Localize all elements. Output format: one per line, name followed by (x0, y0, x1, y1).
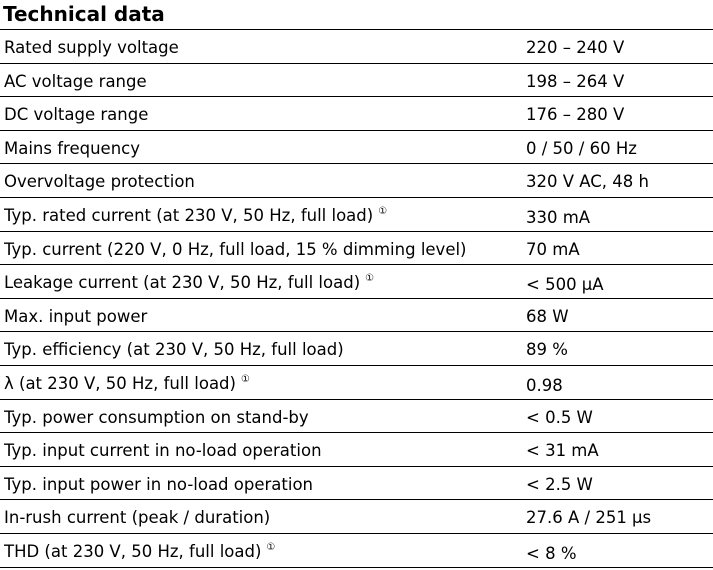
table-row: Typ. input power in no-load operation < … (0, 467, 713, 501)
table-row: In-rush current (peak / duration) 27.6 A… (0, 500, 713, 534)
value-cell: 0 / 50 / 60 Hz (526, 138, 637, 158)
table-row: λ (at 230 V, 50 Hz, full load) ① 0.98 (0, 366, 713, 400)
parameter-label: DC voltage range (4, 105, 149, 125)
parameter-cell: Typ. efficiency (at 230 V, 50 Hz, full l… (4, 332, 516, 365)
value-cell: 70 mA (526, 239, 580, 259)
value-cell: < 8 % (526, 543, 577, 563)
parameter-label: Mains frequency (4, 138, 140, 158)
parameter-label: Typ. input current in no-load operation (4, 441, 322, 461)
parameter-cell: Typ. power consumption on stand-by (4, 400, 516, 433)
parameter-label: Typ. power consumption on stand-by (4, 407, 309, 427)
value-cell: 320 V AC, 48 h (526, 172, 649, 192)
parameter-cell: Max. input power (4, 299, 516, 332)
value-cell: < 0.5 W (526, 407, 593, 427)
parameter-label: Overvoltage protection (4, 172, 195, 192)
table-row: Typ. rated current (at 230 V, 50 Hz, ful… (0, 198, 713, 232)
table-row: AC voltage range 198 – 264 V (0, 64, 713, 98)
value-cell: 176 – 280 V (526, 105, 625, 125)
parameter-label: λ (at 230 V, 50 Hz, full load) (4, 373, 236, 393)
parameter-cell: In-rush current (peak / duration) (4, 500, 516, 533)
footnote-marker: ① (378, 205, 388, 217)
value-cell: 0.98 (526, 375, 563, 395)
parameter-label: Typ. current (220 V, 0 Hz, full load, 15… (4, 239, 467, 259)
parameter-cell: Typ. rated current (at 230 V, 50 Hz, ful… (4, 198, 516, 231)
value-cell: 68 W (526, 306, 569, 326)
table-row: Max. input power 68 W (0, 299, 713, 333)
technical-data-table: Rated supply voltage 220 – 240 V AC volt… (0, 29, 713, 568)
parameter-label: Typ. input power in no-load operation (4, 474, 313, 494)
table-row: THD (at 230 V, 50 Hz, full load) ① < 8 % (0, 534, 713, 568)
parameter-label: Leakage current (at 230 V, 50 Hz, full l… (4, 273, 361, 293)
parameter-cell: Typ. current (220 V, 0 Hz, full load, 15… (4, 232, 516, 265)
table-row: Typ. efficiency (at 230 V, 50 Hz, full l… (0, 332, 713, 366)
parameter-label: THD (at 230 V, 50 Hz, full load) (4, 541, 262, 561)
value-cell: 89 % (526, 340, 568, 360)
value-cell: < 2.5 W (526, 474, 593, 494)
parameter-cell: Leakage current (at 230 V, 50 Hz, full l… (4, 265, 516, 298)
footnote-marker: ① (266, 541, 276, 553)
parameter-label: In-rush current (peak / duration) (4, 508, 271, 528)
value-cell: 220 – 240 V (526, 38, 625, 57)
parameter-label: AC voltage range (4, 71, 147, 91)
value-cell: 330 mA (526, 207, 591, 227)
value-cell: 198 – 264 V (526, 71, 625, 91)
parameter-cell: Overvoltage protection (4, 164, 516, 197)
parameter-cell: λ (at 230 V, 50 Hz, full load) ① (4, 366, 516, 399)
table-row: Leakage current (at 230 V, 50 Hz, full l… (0, 265, 713, 299)
parameter-label: Max. input power (4, 306, 148, 326)
parameter-cell: DC voltage range (4, 97, 516, 130)
parameter-cell: Typ. input current in no-load operation (4, 433, 516, 466)
parameter-cell: Rated supply voltage (4, 30, 516, 63)
table-row: Typ. power consumption on stand-by < 0.5… (0, 400, 713, 434)
value-cell: 27.6 A / 251 µs (526, 508, 652, 528)
parameter-cell: Mains frequency (4, 131, 516, 164)
table-row: Mains frequency 0 / 50 / 60 Hz (0, 131, 713, 165)
parameter-label: Typ. rated current (at 230 V, 50 Hz, ful… (4, 205, 374, 225)
table-row: Typ. current (220 V, 0 Hz, full load, 15… (0, 232, 713, 266)
parameter-cell: THD (at 230 V, 50 Hz, full load) ① (4, 534, 516, 567)
table-row: Rated supply voltage 220 – 240 V (0, 30, 713, 64)
value-cell: < 500 µA (526, 275, 604, 295)
parameter-cell: Typ. input power in no-load operation (4, 467, 516, 500)
table-row: Overvoltage protection 320 V AC, 48 h (0, 164, 713, 198)
parameter-cell: AC voltage range (4, 64, 516, 97)
section-title: Technical data (3, 2, 165, 26)
footnote-marker: ① (365, 273, 375, 285)
footnote-marker: ① (240, 373, 250, 385)
parameter-label: Rated supply voltage (4, 38, 179, 57)
value-cell: < 31 mA (526, 441, 599, 461)
parameter-label: Typ. efficiency (at 230 V, 50 Hz, full l… (4, 340, 344, 360)
table-row: DC voltage range 176 – 280 V (0, 97, 713, 131)
table-row: Typ. input current in no-load operation … (0, 433, 713, 467)
